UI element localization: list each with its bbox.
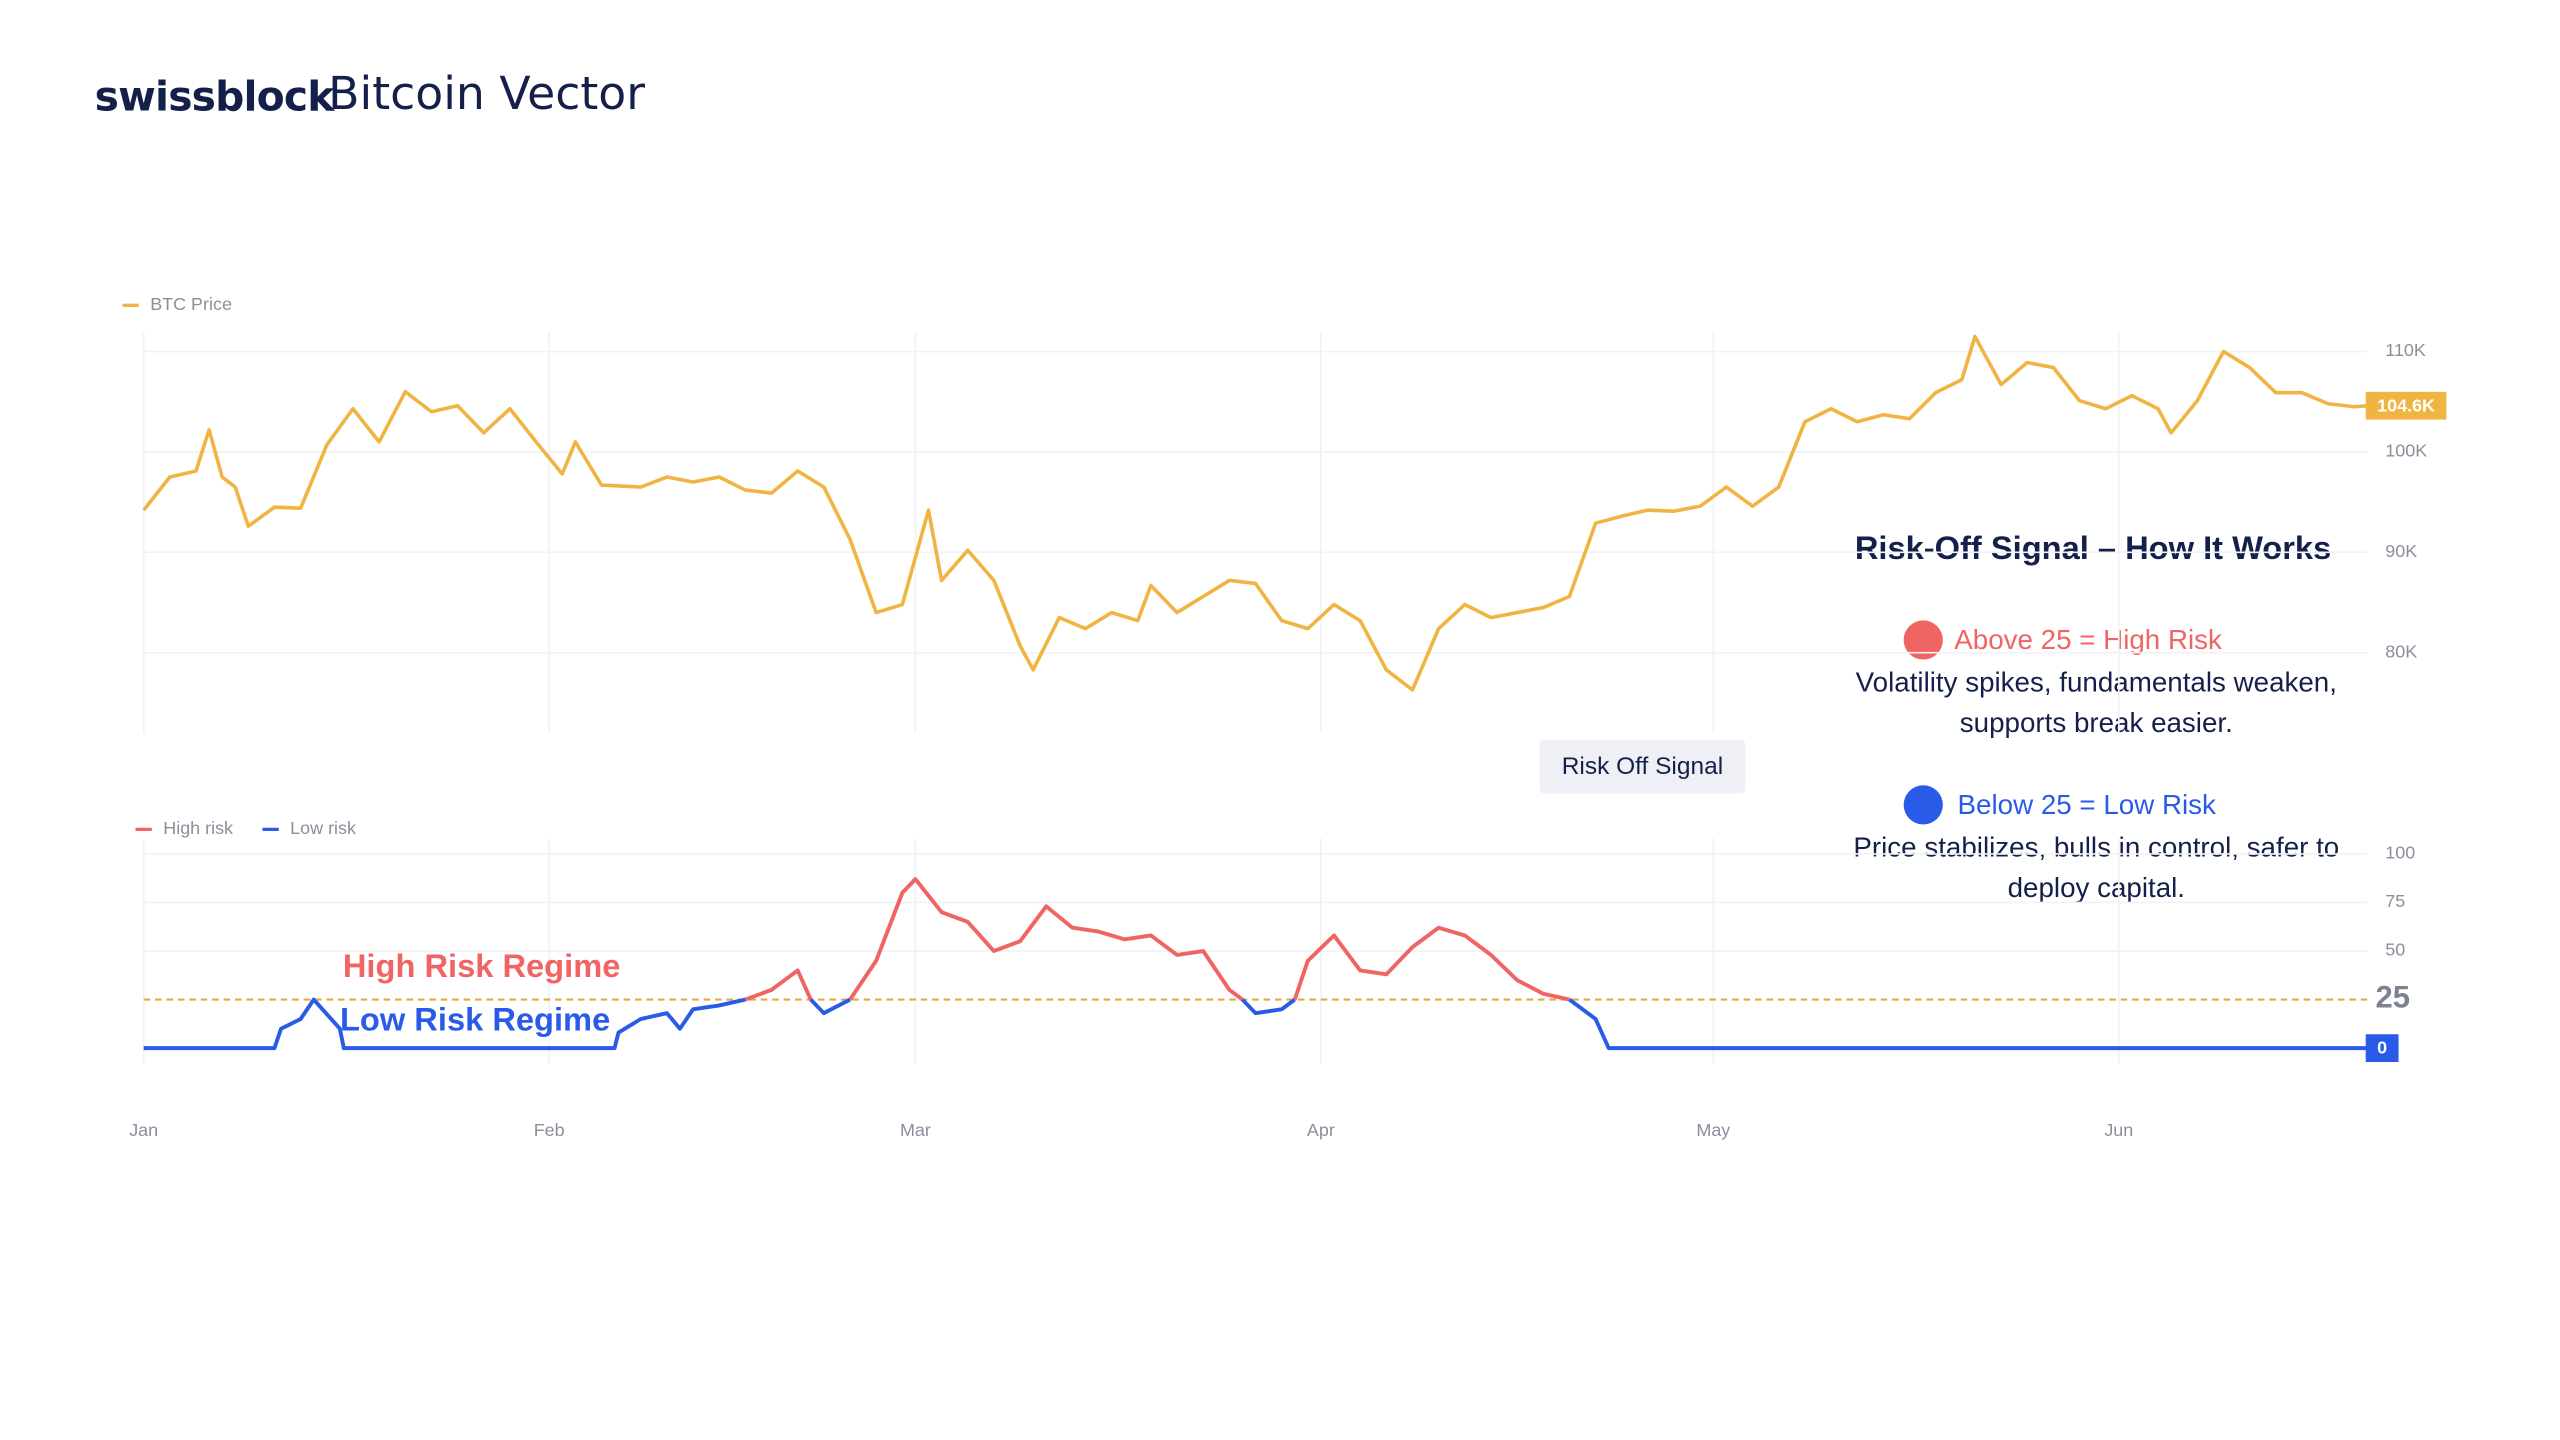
- legend-label: High risk: [163, 818, 233, 838]
- y-tick-label: 50: [2385, 940, 2405, 960]
- info-title: Risk-Off Signal – How It Works: [1855, 529, 2331, 566]
- legend-label: Low risk: [290, 818, 356, 838]
- y-tick-label: 100: [2385, 843, 2415, 863]
- x-tick-label: Jan: [129, 1120, 158, 1140]
- info-label: Below 25 = Low Risk: [1958, 789, 2216, 820]
- x-tick-label: Jun: [2104, 1120, 2133, 1140]
- info-label: Above 25 = High Risk: [1954, 624, 2222, 655]
- regime-label: Low Risk Regime: [340, 1001, 610, 1038]
- page-title: Bitcoin Vector: [328, 67, 645, 120]
- brand: swissblock: [95, 73, 336, 121]
- info-dot: [1903, 785, 1943, 825]
- y-tick-label: 75: [2385, 891, 2405, 911]
- info-line: deploy capital.: [2008, 872, 2185, 903]
- last-value-badge: [2365, 1034, 2399, 1063]
- last-value-label: 0: [2377, 1038, 2387, 1058]
- y-tick-label: 90K: [2385, 541, 2417, 561]
- series-line: [143, 997, 2368, 1051]
- y-tick-label: 100K: [2385, 441, 2427, 461]
- x-tick-label: Apr: [1307, 1120, 1335, 1140]
- info-line: Price stabilizes, bulls in control, safe…: [1853, 831, 2339, 862]
- last-value-badge: [2365, 391, 2447, 420]
- signal-label: Risk Off Signal: [1562, 753, 1723, 780]
- y-tick-label: 80K: [2385, 641, 2417, 661]
- last-value-label: 104.6K: [2377, 395, 2435, 415]
- x-tick-label: Feb: [534, 1120, 565, 1140]
- series-line: [744, 877, 1570, 1002]
- info-dot: [1903, 620, 1943, 660]
- series-line: [142, 334, 2368, 692]
- info-line: supports break easier.: [1960, 707, 2233, 738]
- x-tick-label: Mar: [900, 1120, 931, 1140]
- info-box: Above 25 = High Risk Volatility spikes, f…: [1853, 620, 2339, 903]
- x-tick-label: May: [1696, 1120, 1730, 1140]
- threshold-label: 25: [2376, 980, 2411, 1015]
- legend-label: BTC Price: [150, 294, 232, 314]
- info-line: Volatility spikes, fundamentals weaken,: [1856, 666, 2337, 697]
- regime-label: High Risk Regime: [343, 947, 621, 984]
- signal-box: [1539, 739, 1746, 794]
- y-tick-label: 110K: [2385, 340, 2426, 360]
